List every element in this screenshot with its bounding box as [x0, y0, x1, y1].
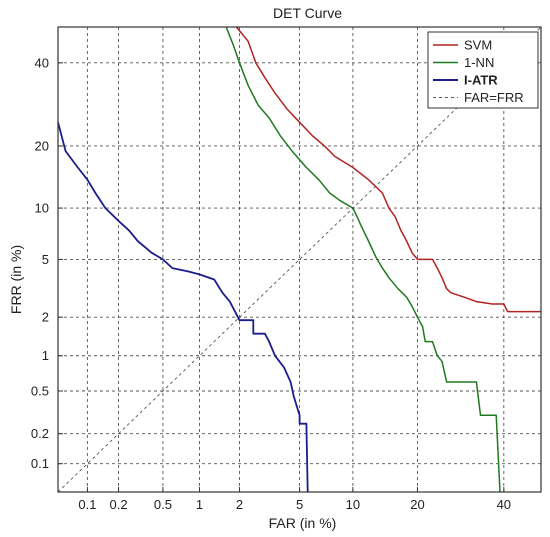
series-lines	[57, 26, 541, 493]
x-tick-label: 5	[296, 497, 303, 512]
x-tick-label: 0.5	[154, 497, 172, 512]
legend-label-svm: SVM	[464, 38, 492, 53]
y-tick-label: 2	[42, 310, 49, 325]
x-tick-label: 20	[410, 497, 424, 512]
y-tick-label: 0.1	[31, 456, 49, 471]
y-axis-ticks: 0.1 0.2 0.5 1 2 5 10 20 40	[31, 55, 63, 471]
y-tick-label: 5	[42, 252, 49, 267]
series-line-1-nn	[225, 26, 501, 493]
x-tick-label: 1	[196, 497, 203, 512]
y-tick-label: 1	[42, 348, 49, 363]
legend-label-1-nn: 1-NN	[464, 55, 494, 70]
x-axis-ticks: 0.1 0.2 0.5 1 2 5 10 20 40	[78, 487, 511, 512]
x-tick-label: 10	[346, 497, 360, 512]
chart-title: DET Curve	[273, 5, 342, 21]
legend: SVM 1-NN I-ATR FAR=FRR	[427, 31, 539, 109]
x-tick-label: 40	[497, 497, 511, 512]
y-tick-label: 0.5	[31, 384, 49, 399]
x-tick-label: 0.1	[78, 497, 96, 512]
y-tick-label: 40	[35, 55, 49, 70]
x-tick-label: 2	[236, 497, 243, 512]
series-line-svm	[235, 26, 541, 313]
x-axis-title: FAR (in %)	[269, 515, 337, 531]
y-tick-label: 10	[35, 201, 49, 216]
grid-lines	[58, 27, 541, 492]
series-line-i-atr	[57, 122, 309, 493]
legend-label-i-atr: I-ATR	[464, 73, 498, 88]
y-tick-label: 20	[35, 138, 49, 153]
x-tick-label: 0.2	[109, 497, 127, 512]
y-tick-label: 0.2	[31, 426, 49, 441]
legend-label-far-frr: FAR=FRR	[464, 90, 524, 105]
y-axis-title: FRR (in %)	[8, 245, 24, 314]
